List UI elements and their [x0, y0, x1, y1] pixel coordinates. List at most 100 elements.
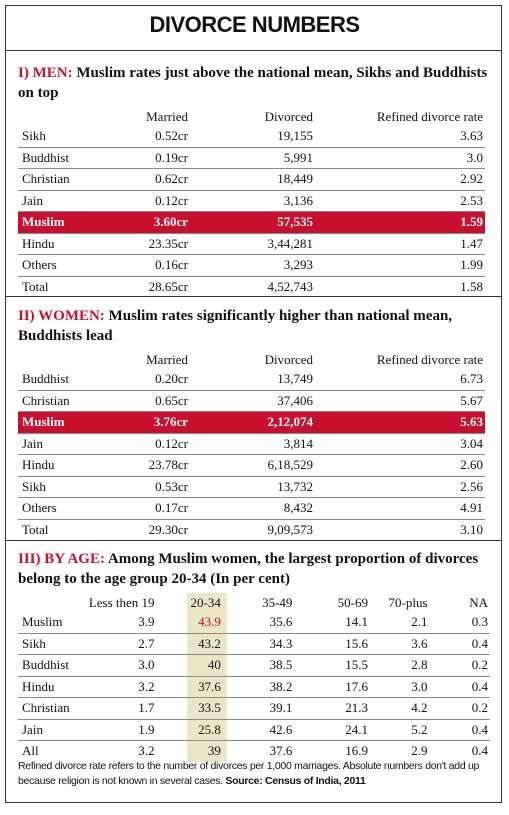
cell: 0.2 [429, 697, 490, 720]
cell: 2.60 [315, 454, 485, 477]
divider [6, 296, 501, 297]
column-header: NA [469, 594, 488, 610]
row-label: Jain [18, 719, 85, 741]
table-row: Muslim 3.9 43.9 35.6 14.1 2.1 0.3 [18, 612, 490, 634]
cell: 0.65cr [130, 390, 190, 412]
cell: 3.2 [84, 676, 187, 698]
cell: 1.59 [315, 211, 485, 234]
age-section: III) BY AGE: Among Muslim women, the lar… [18, 549, 490, 762]
column-header: Divorced [264, 351, 313, 367]
title: DIVORCE NUMBERS [149, 12, 360, 37]
cell: 6,18,529 [190, 454, 315, 477]
cell: 3.10 [460, 521, 483, 537]
cell: 3.0 [315, 147, 485, 169]
frame [5, 5, 502, 803]
divider [6, 50, 501, 51]
cell: 14.1 [294, 612, 370, 634]
cell: 15.6 [294, 633, 370, 655]
cell: 3.0 [84, 654, 187, 677]
row-label: Buddhist [18, 147, 130, 169]
column-header: Refined divorce rate [376, 351, 483, 367]
cell: 35.6 [226, 612, 295, 634]
table-row: Buddhist 0.20cr 13,749 6.73 [18, 369, 485, 391]
cell: 0.12cr [130, 433, 190, 455]
cell: 40 [186, 654, 227, 677]
cell: 4.91 [315, 497, 485, 520]
table-row: Sikh 0.53cr 13,732 2.56 [18, 476, 485, 498]
header-row: Married Divorced Refined divorce rate [18, 107, 485, 126]
column-header: 50-69 [337, 594, 368, 610]
cell: 3,44,281 [190, 233, 315, 255]
cell: 1.99 [315, 254, 485, 277]
divider [6, 540, 501, 541]
cell: 3.9 [84, 612, 187, 634]
table-row: Others 0.16cr 3,293 1.99 [18, 254, 485, 277]
cell: 2.56 [315, 476, 485, 498]
cell: 0.4 [429, 633, 490, 655]
column-header: Refined divorce rate [376, 108, 483, 124]
table-row: Christian 1.7 33.5 39.1 21.3 4.2 0.2 [18, 697, 490, 720]
column-header: 20-34 [186, 593, 227, 612]
cell: 2,12,074 [190, 411, 315, 434]
cell: 17.6 [294, 676, 370, 698]
table-body: Muslim 3.9 43.9 35.6 14.1 2.1 0.3 Sikh 2.7 43.2 34… [18, 612, 490, 762]
men-section: I) MEN: Muslim rates just above the nati… [18, 63, 490, 297]
table-header: Less then 19 20-34 35-49 50-69 70-plus NA [18, 593, 490, 612]
cell: 0.19cr [130, 147, 190, 169]
cell: 0.4 [429, 676, 490, 698]
section-heading: III) BY AGE: Among Muslim women, the lar… [18, 549, 490, 589]
cell: 0.17cr [130, 497, 190, 520]
row-label: Jain [18, 190, 130, 212]
cell: 5,991 [190, 147, 315, 169]
section-label: II) WOMEN: [18, 308, 105, 324]
table-row: Hindu 3.2 37.6 38.2 17.6 3.0 0.4 [18, 676, 490, 698]
table-row: Buddhist 0.19cr 5,991 3.0 [18, 147, 485, 169]
cell: 0.16cr [130, 254, 190, 277]
table-body: Buddhist 0.20cr 13,749 6.73 Christian 0.65cr 3… [18, 369, 485, 540]
table-row: Hindu 23.78cr 6,18,529 2.60 [18, 454, 485, 477]
cell: 5.63 [315, 411, 485, 434]
header-row: Less then 19 20-34 35-49 50-69 70-plus NA [18, 593, 490, 612]
cell: 0.53cr [130, 476, 190, 498]
cell: 19,155 [190, 126, 315, 148]
cell: 1.58 [460, 278, 483, 294]
cell: 0.3 [429, 612, 490, 634]
cell: 3.04 [315, 433, 485, 455]
cell: 3,136 [190, 190, 315, 212]
cell: 2.8 [370, 654, 430, 677]
table-row: Jain 0.12cr 3,136 2.53 [18, 190, 485, 212]
cell: 16.9 [345, 743, 368, 759]
cell: 18,449 [190, 168, 315, 191]
table-body: Sikh 0.52cr 19,155 3.63 Buddhist 0.19cr 5,991 3… [18, 126, 485, 297]
cell: 37.6 [186, 676, 227, 698]
cell: 23.35cr [130, 233, 190, 255]
cell: 43.9 [186, 612, 227, 634]
table-row: Others 0.17cr 8,432 4.91 [18, 497, 485, 520]
cell: 3,293 [190, 254, 315, 277]
table-row: Christian 0.65cr 37,406 5.67 [18, 390, 485, 412]
row-label: Others [18, 497, 130, 520]
footnote: Refined divorce rate refers to the numbe… [18, 759, 490, 789]
footnote-source: Source: Census of India, 2011 [225, 775, 366, 787]
header-cell [18, 107, 130, 126]
row-label: Christian [18, 390, 130, 412]
cell: 3.2 [138, 743, 155, 759]
cell: 43.2 [186, 633, 227, 655]
cell: 0.2 [429, 654, 490, 677]
cell: 3.0 [370, 676, 430, 698]
table-row: Muslim 3.76cr 2,12,074 5.63 [18, 411, 485, 434]
cell: 25.8 [186, 719, 227, 741]
row-label: Muslim [18, 411, 130, 434]
table-row: Buddhist 3.0 40 38.5 15.5 2.8 0.2 [18, 654, 490, 677]
cell: 24.1 [294, 719, 370, 741]
section-heading: II) WOMEN: Muslim rates significantly hi… [18, 306, 490, 346]
table-header: Married Divorced Refined divorce rate [18, 107, 485, 126]
row-label: Buddhist [18, 654, 85, 677]
cell: 33.5 [186, 697, 227, 720]
column-header: Married [146, 351, 188, 367]
header-row: Married Divorced Refined divorce rate [18, 350, 485, 369]
cell: 1.9 [84, 719, 187, 741]
table-row: Christian 0.62cr 18,449 2.92 [18, 168, 485, 191]
table-row: Sikh 2.7 43.2 34.3 15.6 3.6 0.4 [18, 633, 490, 655]
column-header: 70-plus [388, 594, 428, 610]
